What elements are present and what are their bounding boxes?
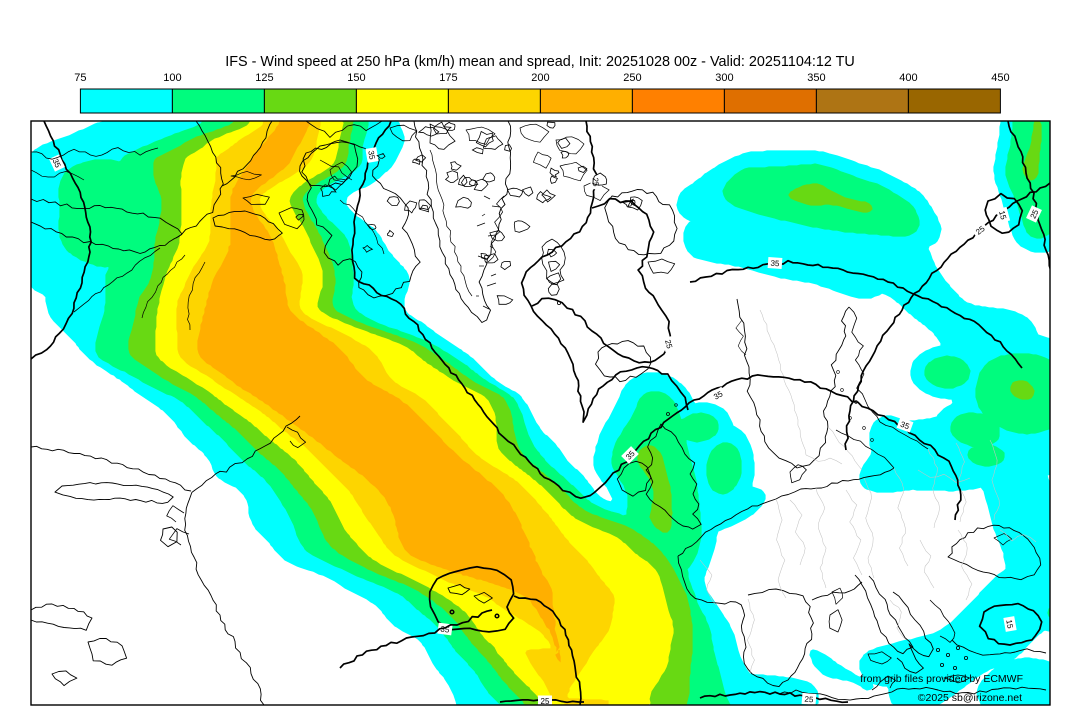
svg-text:15: 15	[1004, 619, 1015, 630]
svg-text:from grib files provided by EC: from grib files provided by ECMWF	[860, 673, 1023, 685]
svg-text:25: 25	[804, 695, 814, 705]
svg-text:35: 35	[51, 157, 63, 169]
svg-text:35: 35	[770, 259, 780, 269]
svg-text:150: 150	[347, 72, 365, 84]
svg-text:25: 25	[663, 339, 674, 350]
svg-text:100: 100	[163, 72, 181, 84]
svg-text:35: 35	[440, 624, 451, 634]
svg-text:450: 450	[991, 72, 1009, 84]
svg-text:125: 125	[255, 72, 273, 84]
svg-text:25: 25	[591, 177, 601, 187]
svg-text:35: 35	[366, 150, 377, 161]
svg-text:25: 25	[541, 697, 550, 706]
svg-text:400: 400	[899, 72, 917, 84]
svg-text:©2025 sb@irizone.net: ©2025 sb@irizone.net	[918, 692, 1022, 704]
svg-text:15: 15	[997, 210, 1008, 221]
svg-text:175: 175	[439, 72, 457, 84]
svg-text:35: 35	[899, 420, 911, 432]
svg-text:25: 25	[1028, 208, 1040, 220]
svg-text:200: 200	[531, 72, 549, 84]
svg-text:250: 250	[623, 72, 641, 84]
svg-text:300: 300	[715, 72, 733, 84]
svg-text:75: 75	[74, 72, 86, 84]
svg-text:350: 350	[807, 72, 825, 84]
svg-text:IFS - Wind speed at 250 hPa (k: IFS - Wind speed at 250 hPa (km/h) mean …	[225, 54, 855, 70]
